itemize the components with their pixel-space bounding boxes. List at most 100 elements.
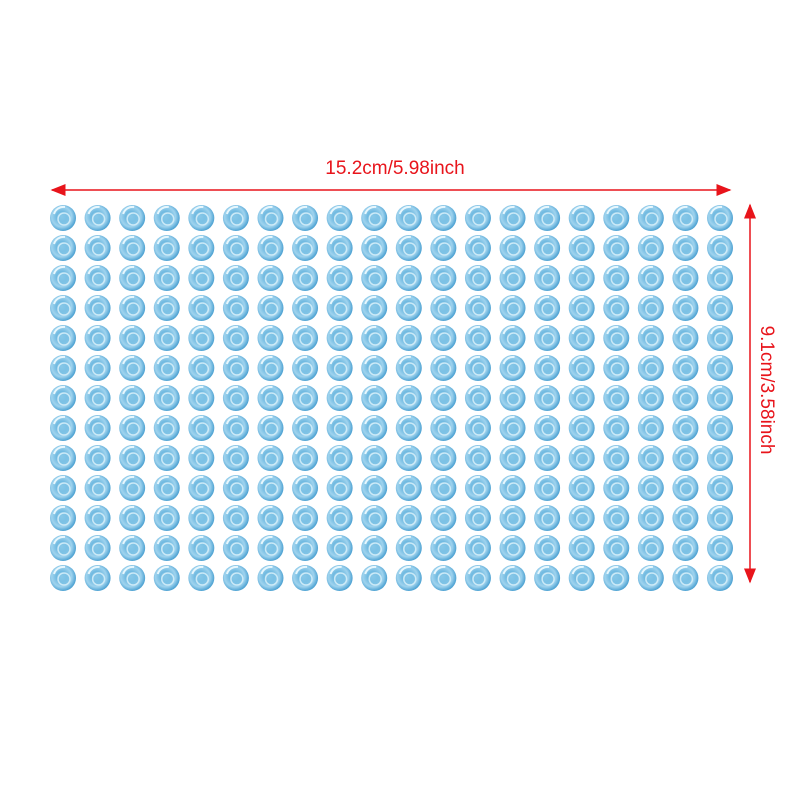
- rhinestone-gem: [568, 295, 595, 321]
- rhinestone-gem: [395, 565, 422, 591]
- rhinestone-gem: [361, 295, 388, 321]
- rhinestone-gem: [257, 565, 284, 591]
- rhinestone-gem: [464, 235, 491, 261]
- rhinestone-gem: [84, 325, 111, 351]
- rhinestone-gem: [119, 415, 146, 441]
- rhinestone-gem: [430, 505, 457, 531]
- rhinestone-gem: [361, 475, 388, 501]
- rhinestone-gem: [568, 565, 595, 591]
- rhinestone-gem: [395, 325, 422, 351]
- rhinestone-gem: [672, 565, 699, 591]
- rhinestone-gem: [188, 205, 215, 231]
- rhinestone-gem: [499, 355, 526, 381]
- rhinestone-gem: [499, 445, 526, 471]
- rhinestone-gem: [707, 265, 733, 291]
- rhinestone-gem: [257, 235, 284, 261]
- rhinestone-gem: [153, 325, 180, 351]
- rhinestone-gem: [672, 505, 699, 531]
- rhinestone-gem: [326, 265, 353, 291]
- rhinestone-gem: [395, 475, 422, 501]
- rhinestone-gem: [464, 325, 491, 351]
- rhinestone-gem: [84, 475, 111, 501]
- rhinestone-gem: [84, 355, 111, 381]
- rhinestone-gem: [603, 205, 630, 231]
- rhinestone-gem: [499, 235, 526, 261]
- rhinestone-gem: [672, 475, 699, 501]
- rhinestone-gem: [603, 445, 630, 471]
- rhinestone-gem: [603, 355, 630, 381]
- rhinestone-gem: [637, 385, 664, 411]
- rhinestone-gem: [395, 355, 422, 381]
- rhinestone-gem: [603, 265, 630, 291]
- rhinestone-gem: [222, 415, 249, 441]
- rhinestone-gem: [534, 385, 561, 411]
- rhinestone-gem: [568, 235, 595, 261]
- rhinestone-gem: [499, 415, 526, 441]
- rhinestone-gem: [188, 295, 215, 321]
- rhinestone-gem: [257, 325, 284, 351]
- rhinestone-gem: [464, 385, 491, 411]
- rhinestone-gem: [188, 565, 215, 591]
- rhinestone-gem: [361, 355, 388, 381]
- rhinestone-gem: [326, 235, 353, 261]
- rhinestone-gem: [50, 445, 76, 471]
- rhinestone-gem: [361, 415, 388, 441]
- rhinestone-gem: [292, 565, 319, 591]
- rhinestone-gem: [292, 295, 319, 321]
- rhinestone-gem: [464, 505, 491, 531]
- rhinestone-gem: [395, 205, 422, 231]
- rhinestone-gem: [499, 385, 526, 411]
- rhinestone-gem: [188, 265, 215, 291]
- rhinestone-gem: [672, 415, 699, 441]
- rhinestone-gem: [534, 355, 561, 381]
- rhinestone-gem: [464, 355, 491, 381]
- rhinestone-gem: [499, 265, 526, 291]
- rhinestone-gem: [361, 205, 388, 231]
- rhinestone-gem: [430, 205, 457, 231]
- rhinestone-gem: [361, 325, 388, 351]
- rhinestone-gem: [84, 235, 111, 261]
- rhinestone-gem: [292, 415, 319, 441]
- rhinestone-gem: [257, 415, 284, 441]
- rhinestone-gem: [84, 565, 111, 591]
- rhinestone-gem: [188, 445, 215, 471]
- rhinestone-gem: [292, 535, 319, 561]
- rhinestone-gem: [707, 505, 733, 531]
- rhinestone-gem: [464, 415, 491, 441]
- rhinestone-gem: [50, 535, 76, 561]
- rhinestone-gem: [326, 325, 353, 351]
- rhinestone-gem: [222, 385, 249, 411]
- rhinestone-gem: [50, 235, 76, 261]
- rhinestone-gem: [637, 235, 664, 261]
- rhinestone-gem: [292, 445, 319, 471]
- rhinestone-gem: [84, 415, 111, 441]
- rhinestone-gem: [637, 565, 664, 591]
- rhinestone-gem: [464, 295, 491, 321]
- rhinestone-gem: [672, 295, 699, 321]
- rhinestone-gem: [84, 445, 111, 471]
- rhinestone-gem: [395, 415, 422, 441]
- rhinestone-gem: [707, 355, 733, 381]
- rhinestone-gem: [257, 205, 284, 231]
- rhinestone-gem: [430, 565, 457, 591]
- rhinestone-gem: [119, 475, 146, 501]
- rhinestone-gem: [188, 475, 215, 501]
- rhinestone-gem: [153, 265, 180, 291]
- rhinestone-gem: [499, 205, 526, 231]
- rhinestone-gem: [222, 475, 249, 501]
- rhinestone-gem: [534, 535, 561, 561]
- height-label: 9.1cm/3.58inch: [756, 325, 777, 455]
- rhinestone-gem: [50, 385, 76, 411]
- rhinestone-gem: [188, 325, 215, 351]
- rhinestone-gem: [292, 355, 319, 381]
- rhinestone-gem: [292, 205, 319, 231]
- rhinestone-gem: [534, 475, 561, 501]
- rhinestone-gem: [395, 505, 422, 531]
- rhinestone-gem: [430, 445, 457, 471]
- rhinestone-gem: [188, 385, 215, 411]
- rhinestone-gem: [672, 235, 699, 261]
- rhinestone-gem: [707, 475, 733, 501]
- rhinestone-gem: [222, 565, 249, 591]
- rhinestone-gem: [326, 295, 353, 321]
- rhinestone-gem: [534, 505, 561, 531]
